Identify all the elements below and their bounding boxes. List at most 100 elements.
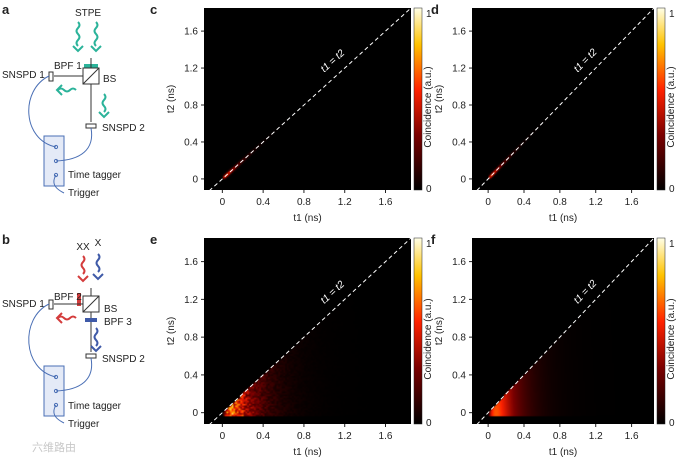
photon-wave-icon [75,21,81,47]
colorbar-max-label: 1 [426,239,432,250]
panel-letter-d: d [431,2,439,17]
y-tick-label: 1.2 [184,64,198,75]
x-axis-label: t1 (ns) [293,447,321,458]
y-axis-label: t2 (ns) [166,85,177,113]
x-tick-label: 0.8 [297,197,311,208]
arrow-down-icon [92,273,104,281]
port-icon [53,402,59,408]
y-tick-label: 0 [460,174,466,185]
source-label-stpe: STPE [75,8,101,19]
bandpass-filter-icon [85,318,97,322]
setup-a-diagram: STPE BPF 1 BS SNSPD 1 SNSPD 2 Time tagge… [2,8,145,199]
panel-letter-b: b [2,232,10,247]
x-tick-label: 0 [220,431,226,442]
heatmap-panel-d: t1 = t20 0.4 0.8 1.2 1.600.40.81.21.6t1 (ns)… [434,7,677,224]
colorbar-label: Coincidence (a.u.) [666,298,677,379]
x-tick-label: 0.4 [256,197,270,208]
y-axis-label: t2 (ns) [166,317,177,345]
arrow-down-icon [98,111,110,119]
arrow-down-icon [72,45,84,53]
colorbar [656,237,666,425]
y-axis-label: t2 (ns) [434,85,445,113]
y-tick-label: 1.6 [184,27,198,38]
heatmap-image [204,8,411,190]
splitter-label: BS [103,74,117,85]
y-axis-label: t2 (ns) [434,317,445,345]
x-tick-label: 0.8 [553,431,567,442]
source-label-x: X [95,238,102,249]
y-tick-label: 0.8 [452,333,466,344]
x-axis-label: t1 (ns) [293,213,321,224]
heatmap-panel-f: t1 = t20 0.4 0.8 1.2 1.600.40.81.21.6t1 (ns)… [434,237,677,458]
colorbar-min-label: 0 [669,184,675,195]
tagger-label: Time tagger [68,401,122,412]
heatmap-image [472,8,654,190]
colorbar [413,237,423,425]
diagonal-line [203,237,412,431]
detector1-label: SNSPD 1 [2,299,45,310]
arrow-down-icon [90,345,102,353]
arrow-left-icon [55,312,63,324]
x-axis-label: t1 (ns) [549,447,577,458]
cable-line [55,357,93,392]
x-tick-label: 1.6 [379,431,393,442]
y-tick-label: 1.6 [452,257,466,268]
y-tick-label: 1.2 [452,295,466,306]
heatmap-panel-e: t1 = t20 0.4 0.8 1.2 1.600.40.81.21.6t1 (ns)… [166,237,434,458]
y-tick-label: 0.4 [184,370,198,381]
heatmap-panel-c: t1 = t20 0.4 0.8 1.2 1.600.40.81.21.6t1 (ns)… [166,7,434,224]
cable-line [53,174,65,194]
y-tick-label: 0.4 [452,370,466,381]
beam-splitter-diagonal [82,295,100,313]
x-tick-label: 0 [485,431,491,442]
source-label-xx: XX [76,242,90,253]
x-tick-label: 0.4 [256,431,270,442]
filter-label: BPF 1 [54,61,82,72]
y-tick-label: 0.8 [184,101,198,112]
cable-line [28,75,57,148]
y-tick-label: 1.6 [184,257,198,268]
y-tick-label: 0 [460,408,466,419]
trigger-label: Trigger [68,419,100,430]
tagger-label: Time tagger [68,170,122,181]
x-tick-label: 0 [220,197,226,208]
diagonal-line [471,237,655,431]
detector-icon [48,71,54,82]
heatmap-image [204,238,411,424]
colorbar-max-label: 1 [669,9,675,20]
beam-splitter-diagonal [82,67,100,85]
x-tick-label: 1.6 [625,197,639,208]
colorbar-label: Coincidence (a.u.) [666,66,677,147]
x-tick-label: 1.6 [379,197,393,208]
y-tick-label: 1.2 [452,64,466,75]
y-tick-label: 0.8 [184,333,198,344]
x-tick-label: 1.2 [338,431,352,442]
colorbar-label: Coincidence (a.u.) [423,66,434,147]
arrow-down-icon [90,45,102,53]
x-tick-label: 0.8 [553,197,567,208]
detector1-label: SNSPD 1 [2,70,45,81]
colorbar-min-label: 0 [669,418,675,429]
x-tick-label: 0 [485,197,491,208]
photon-wave-icon [95,253,101,273]
panel-letter-a: a [2,2,10,17]
splitter-label: BS [104,304,118,315]
arrow-left-icon [55,84,63,96]
y-tick-label: 0 [192,174,198,185]
x-tick-label: 1.6 [625,431,639,442]
bandpass-filter-icon [77,293,81,306]
port-icon [53,172,59,178]
watermark-text: 六维路由 [32,440,76,454]
diagonal-line [471,7,655,196]
panel-letter-f: f [431,232,436,247]
diagonal-line [203,7,412,196]
x-tick-label: 0.4 [517,431,531,442]
panel-letter-e: e [150,232,157,247]
panel-letter-c: c [150,2,157,17]
detector-icon [85,353,97,359]
cable-line [53,404,65,424]
photon-wave-icon [57,315,77,321]
photon-wave-icon [93,327,99,347]
filter3-label: BPF 3 [104,317,132,328]
